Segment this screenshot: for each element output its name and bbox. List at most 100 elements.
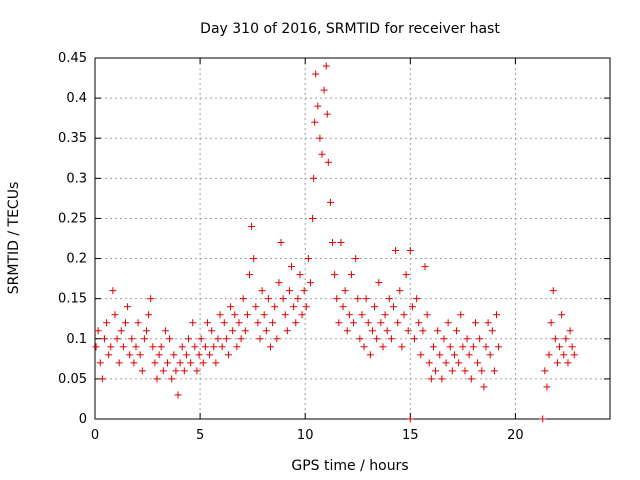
- data-point: [383, 327, 391, 335]
- data-point: [285, 287, 293, 295]
- data-point: [316, 134, 324, 142]
- data-point: [341, 287, 349, 295]
- data-point: [290, 303, 298, 311]
- data-point: [262, 327, 270, 335]
- data-point: [324, 158, 332, 166]
- data-point: [103, 319, 111, 327]
- data-point: [145, 311, 153, 319]
- plot-frame: [94, 57, 611, 420]
- data-point: [283, 327, 291, 335]
- data-point: [92, 343, 100, 351]
- data-point: [446, 343, 454, 351]
- data-point: [140, 335, 148, 343]
- data-point: [224, 351, 232, 359]
- data-point: [98, 375, 106, 383]
- data-point: [549, 287, 557, 295]
- data-point: [222, 335, 230, 343]
- data-point: [296, 271, 304, 279]
- data-point: [159, 367, 167, 375]
- data-point: [545, 351, 553, 359]
- data-point: [436, 351, 444, 359]
- data-point: [387, 335, 395, 343]
- data-point: [339, 303, 347, 311]
- data-point: [166, 335, 174, 343]
- data-point: [347, 271, 355, 279]
- data-point: [191, 343, 199, 351]
- data-point: [415, 319, 423, 327]
- data-point: [406, 415, 414, 423]
- data-point: [331, 271, 339, 279]
- data-point: [469, 343, 477, 351]
- data-point: [453, 327, 461, 335]
- data-point: [277, 239, 285, 247]
- data-point: [136, 351, 144, 359]
- data-point: [457, 311, 465, 319]
- data-point: [366, 351, 374, 359]
- data-point: [212, 359, 220, 367]
- data-point: [138, 367, 146, 375]
- data-point: [271, 303, 279, 311]
- data-point: [488, 327, 496, 335]
- data-point: [153, 375, 161, 383]
- data-point: [246, 271, 253, 279]
- y-tick-label: 0.4: [66, 91, 87, 106]
- data-point: [180, 367, 188, 375]
- data-point: [193, 367, 201, 375]
- data-point: [427, 375, 435, 383]
- data-point: [174, 391, 182, 399]
- data-point: [132, 343, 140, 351]
- data-point: [107, 343, 115, 351]
- data-point: [320, 86, 328, 94]
- data-point: [229, 327, 237, 335]
- data-point: [100, 335, 108, 343]
- data-point: [417, 351, 425, 359]
- data-point: [243, 311, 251, 319]
- data-point: [227, 303, 235, 311]
- y-tick-label: 0: [79, 412, 87, 427]
- data-point: [564, 359, 572, 367]
- data-point: [121, 319, 129, 327]
- y-tick-label: 0.45: [58, 51, 87, 66]
- data-point: [356, 335, 364, 343]
- data-point: [322, 62, 330, 70]
- data-point: [465, 351, 473, 359]
- data-point: [143, 327, 150, 335]
- data-point: [109, 287, 117, 295]
- data-point: [281, 311, 289, 319]
- data-point: [381, 311, 389, 319]
- data-point: [471, 319, 479, 327]
- data-point: [455, 359, 463, 367]
- x-tick-label: 20: [507, 428, 524, 443]
- data-point: [364, 319, 372, 327]
- data-point: [187, 359, 195, 367]
- data-point: [566, 327, 574, 335]
- data-point: [408, 303, 416, 311]
- data-point: [164, 359, 172, 367]
- data-point: [220, 319, 228, 327]
- data-point: [495, 343, 503, 351]
- data-point: [389, 303, 397, 311]
- data-point: [484, 319, 492, 327]
- data-point: [570, 351, 578, 359]
- data-point: [360, 343, 368, 351]
- data-point: [149, 343, 157, 351]
- x-axis-label: GPS time / hours: [291, 458, 408, 474]
- data-point: [358, 311, 366, 319]
- data-point: [250, 255, 258, 263]
- data-point: [373, 335, 381, 343]
- y-tick-label: 0.3: [66, 171, 87, 186]
- data-point: [273, 335, 281, 343]
- data-point: [553, 359, 561, 367]
- data-point: [318, 150, 326, 158]
- data-point: [306, 279, 314, 287]
- data-point: [218, 343, 226, 351]
- data-point: [195, 351, 203, 359]
- data-point: [172, 367, 180, 375]
- data-point: [375, 279, 383, 287]
- data-point: [411, 335, 419, 343]
- axis-ticks: 0 5 10 15 20 0 0.05 0.1 0.15 0.2 0.25 0.3 0.35 0.4 0.4…: [58, 51, 610, 443]
- data-point: [429, 343, 437, 351]
- data-point: [467, 375, 475, 383]
- data-point: [396, 287, 404, 295]
